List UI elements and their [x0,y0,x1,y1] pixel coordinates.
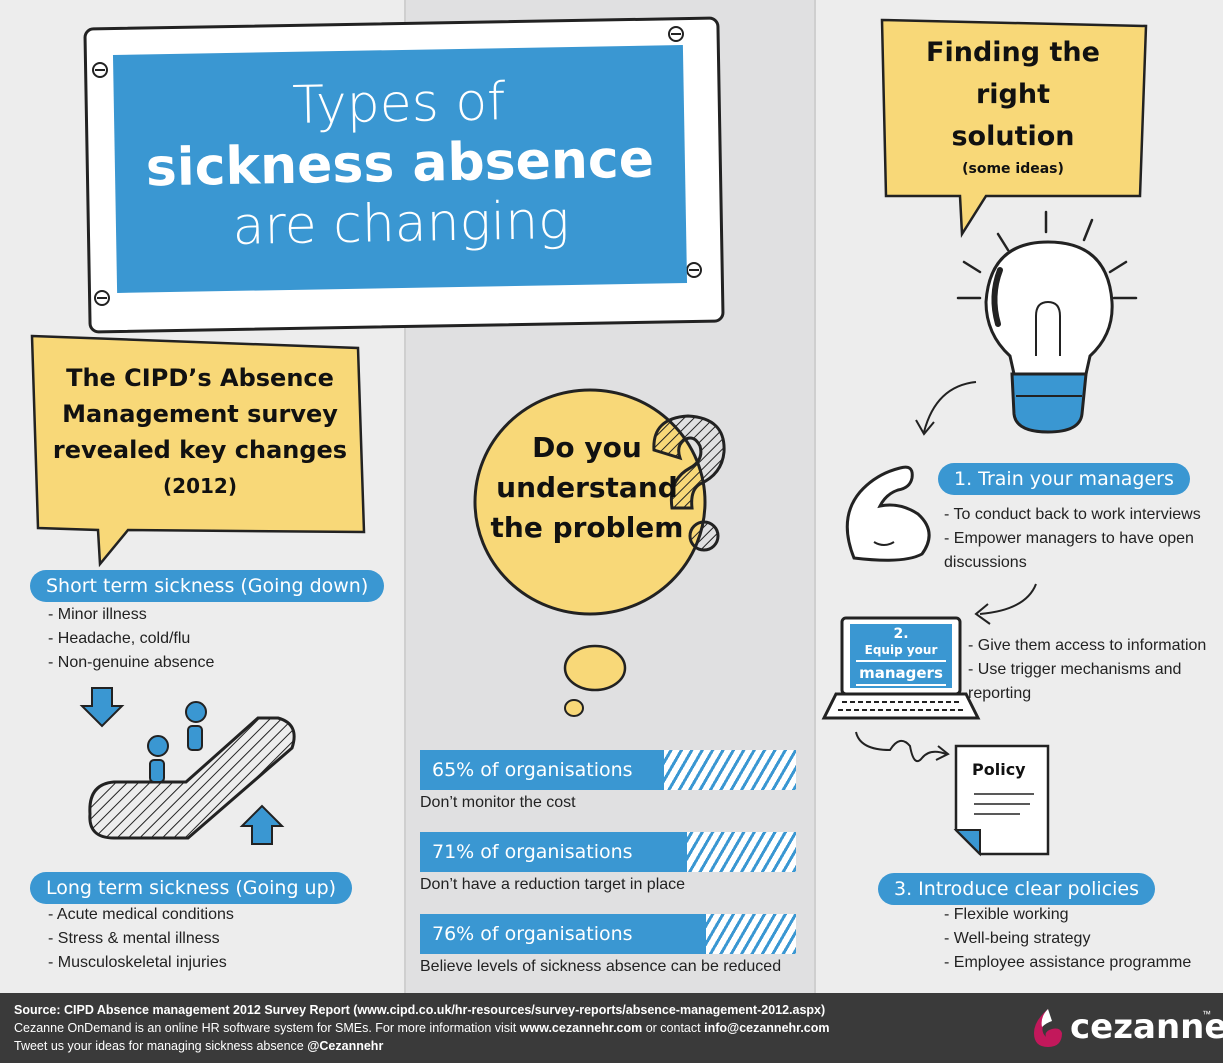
cipd-year: (2012) [163,474,237,498]
stat-bar-fill: 76% of organisations [420,914,706,954]
website-link[interactable]: www.cezannehr.com [519,1021,643,1035]
list-item: Musculoskeletal injuries [48,951,234,975]
cipd-speech-bubble [30,334,366,568]
thought-bubble [473,388,707,717]
lightbulb-icon [956,210,1138,434]
column-divider [814,0,816,993]
step-2-line-1: Equip your [864,643,938,657]
cipd-text: The CIPD’s Absence Management survey rev… [40,360,360,504]
step-2-screen-text: 2. Equip your managers [850,626,952,686]
solution-text: Finding the right solution (some ideas) [895,32,1131,180]
column-divider [404,0,406,993]
list-item: Minor illness [48,603,214,627]
solution-line-2: right [975,79,1051,110]
list-item: Use trigger mechanisms and reporting [968,658,1218,706]
stat-bar: 65% of organisations [420,750,796,790]
stat-description: Don’t have a reduction target in place [420,876,686,893]
cezanne-wordmark: cezanne [1070,1007,1223,1047]
screw-icons [92,26,702,306]
laptop-icon [821,616,981,720]
footer-info-text: or contact [642,1021,705,1035]
cezanne-logo-icon [1034,1009,1062,1047]
stat-block: 65% of organisations Don’t monitor the c… [420,750,796,812]
arrow-icon [974,583,1037,625]
title-line-3: are changing [232,191,570,257]
solution-line-3: solution [951,121,1075,152]
list-item: Give them access to information [968,634,1218,658]
long-term-list: Acute medical conditions Stress & mental… [48,903,234,975]
question-text: Do you understand the problem [482,428,692,548]
stat-bar: 71% of organisations [420,832,796,872]
footer-source-text: CIPD Absence management 2012 Survey Repo… [64,1003,826,1017]
solution-sub: (some ideas) [962,161,1064,177]
footer-source: Source: CIPD Absence management 2012 Sur… [14,1001,1004,1019]
policy-document-icon [953,744,1050,857]
list-item: Flexible working [944,903,1214,927]
email-link[interactable]: info@cezannehr.com [704,1021,830,1035]
stat-bar-fill: 65% of organisations [420,750,665,790]
stat-bar: 76% of organisations [420,914,796,954]
question-line-3: the problem [490,511,684,544]
list-item: To conduct back to work interviews [944,503,1214,527]
list-item: Acute medical conditions [48,903,234,927]
step-2-number: 2. [893,626,909,642]
step-1-list: To conduct back to work interviews Empow… [944,503,1214,575]
question-line-1: Do you [532,431,642,464]
bicep-icon [845,465,931,562]
trademark-symbol: ™ [1202,1009,1211,1019]
footer-info: Cezanne OnDemand is an online HR softwar… [14,1019,1004,1037]
list-item: Stress & mental illness [48,927,234,951]
stat-description: Believe levels of sickness absence can b… [420,958,782,975]
list-item: Empower managers to have open discussion… [944,527,1214,575]
stat-description: Don’t monitor the cost [420,794,576,811]
step-1-label: 1. Train your managers [938,463,1190,495]
twitter-handle-link[interactable]: @Cezannehr [307,1039,384,1053]
step-2-list: Give them access to information Use trig… [968,634,1218,706]
step-2-line-2: managers [856,660,946,686]
cipd-line-1: The CIPD’s Absence [66,364,334,392]
cipd-line-3: revealed key changes [52,436,348,464]
footer-info-text: Cezanne OnDemand is an online HR softwar… [14,1021,520,1035]
list-item: Non-genuine absence [48,651,215,675]
footer-source-prefix: Source: [14,1003,65,1017]
escalator-icon [79,687,296,845]
cipd-line-2: Management survey [62,400,338,428]
title-panel: Types of sickness absence are changing [112,45,688,293]
question-line-2: understand [496,471,678,504]
stat-block: 76% of organisations Believe levels of s… [420,914,796,976]
footer-tweet: Tweet us your ideas for managing sicknes… [14,1037,1004,1055]
title-line-1: Types of [291,72,506,136]
list-item: Headache, cold/flu [48,627,214,651]
solution-speech-bubble [880,18,1148,238]
step-3-list: Flexible working Well-being strategy Emp… [944,903,1214,975]
policy-label: Policy [972,760,1026,779]
arrow-icon [915,381,977,436]
cezanne-logo: cezanne ™ [1030,1005,1223,1053]
stat-bar-fill: 71% of organisations [420,832,687,872]
title-line-2: sickness absence [145,129,655,199]
list-item: Employee assistance programme [944,951,1214,975]
stat-block: 71% of organisations Don’t have a reduct… [420,832,796,894]
step-3-label: 3. Introduce clear policies [878,873,1156,905]
arrow-icon [855,731,950,762]
long-term-label: Long term sickness (Going up) [30,872,353,904]
question-mark-icon [652,414,726,552]
footer: Source: CIPD Absence management 2012 Sur… [0,993,1223,1063]
solution-line-1: Finding the [926,37,1100,68]
footer-tweet-text: Tweet us your ideas for managing sicknes… [14,1039,308,1053]
list-item: Well-being strategy [944,927,1214,951]
short-term-list: Minor illness Headache, cold/flu Non-gen… [48,603,215,675]
short-term-label: Short term sickness (Going down) [30,570,385,602]
